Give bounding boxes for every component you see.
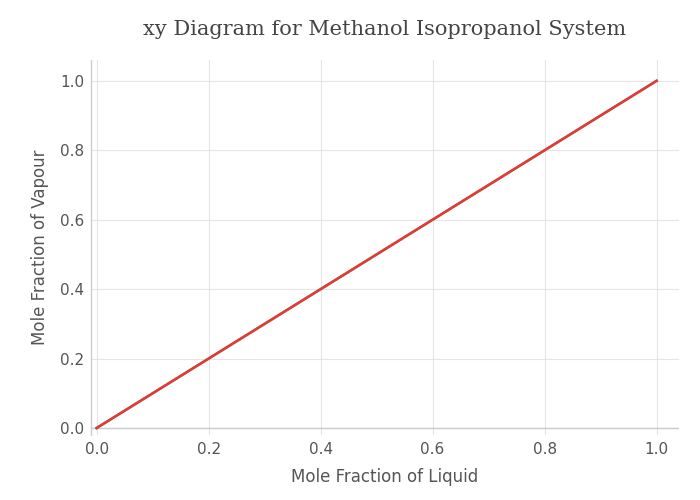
Title: xy Diagram for Methanol Isopropanol System: xy Diagram for Methanol Isopropanol Syst… xyxy=(144,20,626,39)
Y-axis label: Mole Fraction of Vapour: Mole Fraction of Vapour xyxy=(31,150,49,345)
X-axis label: Mole Fraction of Liquid: Mole Fraction of Liquid xyxy=(291,468,479,486)
